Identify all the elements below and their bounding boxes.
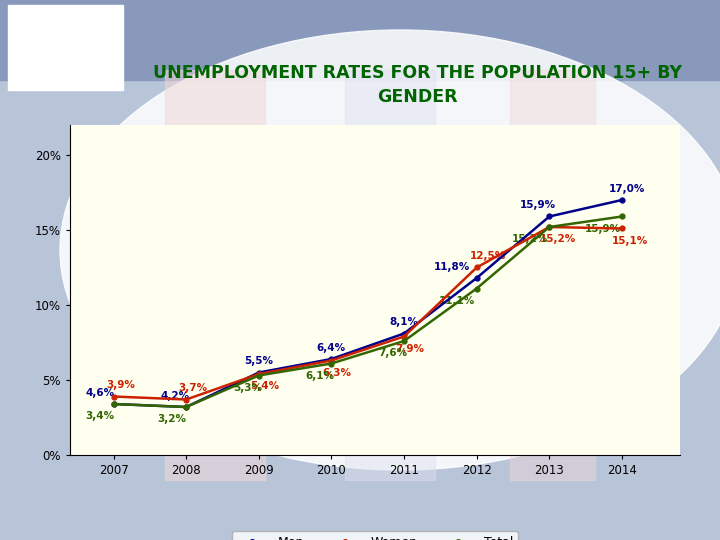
Text: 3,2%: 3,2% bbox=[158, 414, 186, 424]
Bar bbox=[510, 70, 595, 480]
Text: 4,6%: 4,6% bbox=[85, 388, 114, 397]
Text: UNEMPLOYMENT RATES FOR THE POPULATION 15+ BY: UNEMPLOYMENT RATES FOR THE POPULATION 15… bbox=[153, 64, 682, 82]
Text: 6,4%: 6,4% bbox=[317, 343, 346, 353]
Text: 11,1%: 11,1% bbox=[439, 296, 475, 306]
Ellipse shape bbox=[60, 30, 720, 470]
Text: 7,9%: 7,9% bbox=[395, 344, 424, 354]
Text: 15,2%: 15,2% bbox=[539, 234, 576, 244]
Text: 5,4%: 5,4% bbox=[250, 381, 279, 391]
Text: 3,4%: 3,4% bbox=[85, 411, 114, 421]
Text: 3,9%: 3,9% bbox=[106, 380, 135, 390]
Text: 7,6%: 7,6% bbox=[379, 348, 408, 358]
Text: GENDER: GENDER bbox=[377, 88, 458, 106]
Text: 6,1%: 6,1% bbox=[306, 371, 335, 381]
Bar bbox=[0, 0, 720, 80]
Text: 17,0%: 17,0% bbox=[609, 184, 646, 194]
Text: 12,5%: 12,5% bbox=[469, 251, 506, 261]
Text: 15,9%: 15,9% bbox=[520, 200, 557, 210]
Legend: Men, Women, Total: Men, Women, Total bbox=[232, 531, 518, 540]
Text: 5,5%: 5,5% bbox=[244, 356, 274, 366]
Bar bbox=[345, 70, 435, 480]
Text: 15,2%: 15,2% bbox=[512, 234, 548, 244]
Text: 4,2%: 4,2% bbox=[161, 390, 189, 401]
Text: 8,1%: 8,1% bbox=[390, 317, 418, 327]
Text: 3,7%: 3,7% bbox=[179, 383, 207, 393]
Text: 15,9%: 15,9% bbox=[585, 224, 621, 234]
Bar bbox=[165, 70, 265, 480]
Text: 11,8%: 11,8% bbox=[433, 262, 469, 272]
Text: 15,1%: 15,1% bbox=[612, 236, 649, 246]
Text: 5,3%: 5,3% bbox=[233, 383, 262, 393]
Text: 6,3%: 6,3% bbox=[323, 368, 351, 378]
Bar bbox=[8, 5, 123, 90]
